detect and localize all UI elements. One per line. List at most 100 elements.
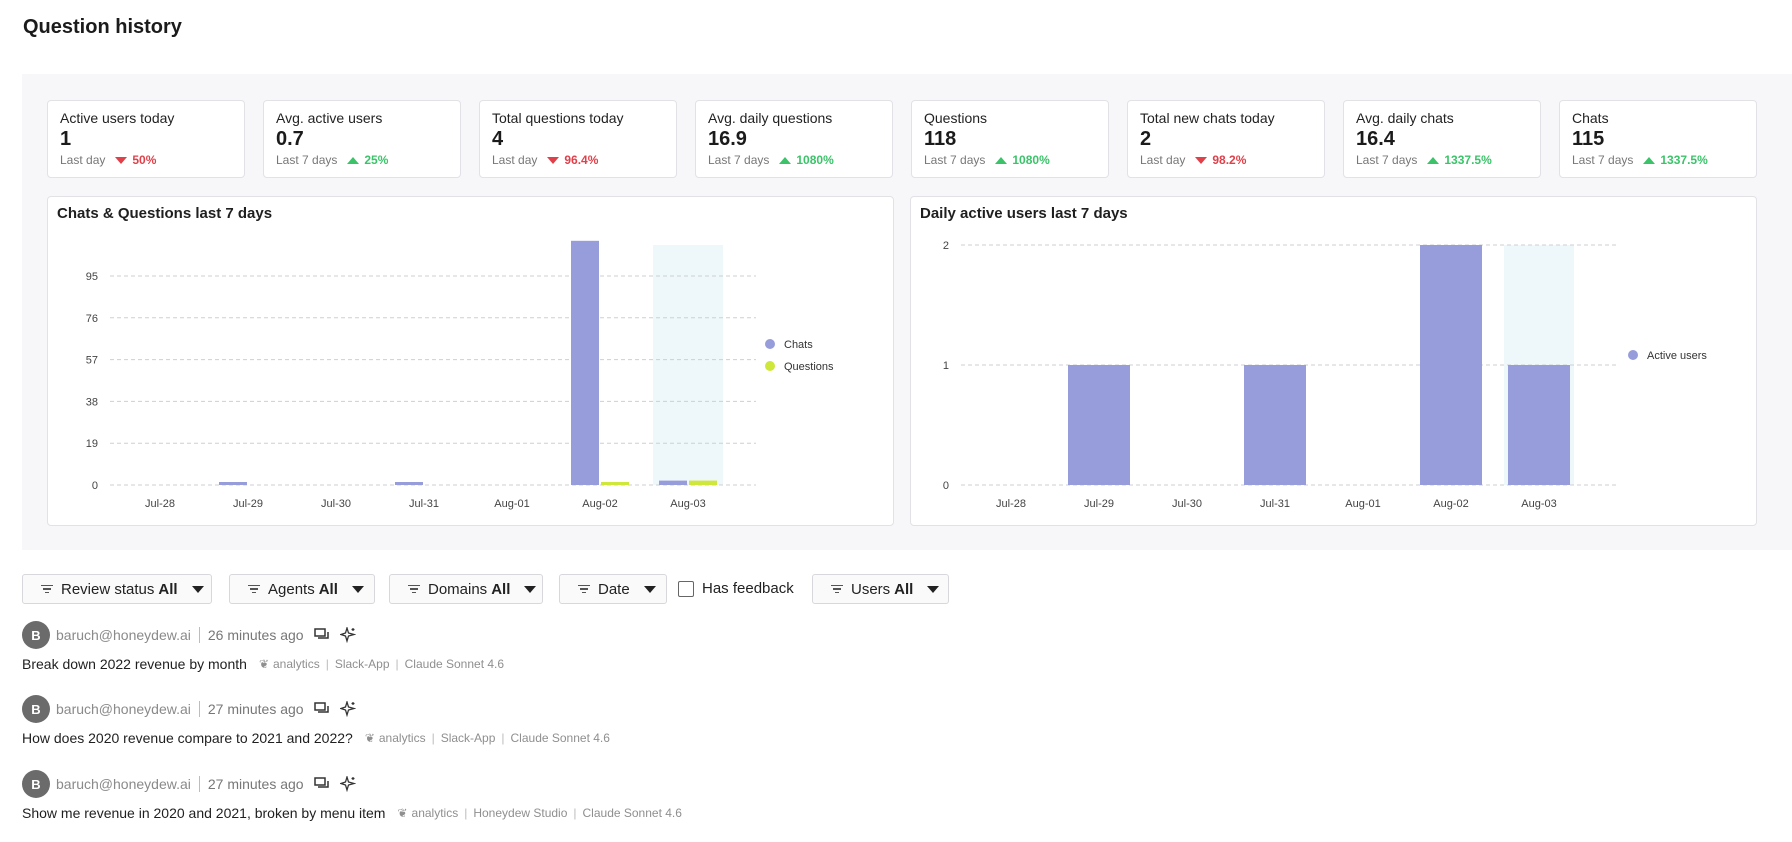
stat-title: Avg. active users xyxy=(276,110,383,126)
y-tick-label: 95 xyxy=(86,271,98,283)
bar-chats xyxy=(659,480,687,485)
date-filter[interactable]: Date xyxy=(559,574,667,604)
chevron-down-icon xyxy=(927,585,940,593)
stat-value: 1 xyxy=(60,128,72,150)
stat-period: Last 7 days xyxy=(1572,153,1634,167)
leaf-icon: ❦ xyxy=(258,657,269,671)
stat-card-total-questions-today: Total questions today 4 Last day 96.4% xyxy=(479,100,677,178)
stat-value: 118 xyxy=(924,128,957,150)
y-tick-label: 0 xyxy=(92,480,98,492)
trend-up-icon xyxy=(995,156,1008,164)
highlight-band xyxy=(653,245,723,485)
trend-up-icon xyxy=(347,156,360,164)
x-tick-label: Aug-01 xyxy=(1345,498,1380,510)
legend-label: Chats xyxy=(784,339,813,351)
stat-delta: 1080% xyxy=(796,153,834,167)
question-source: Honeydew Studio xyxy=(473,806,568,820)
domains-filter[interactable]: Domains All xyxy=(389,574,543,604)
daily-active-users-chart: 0 1 2 Jul-28 Jul-29 Jul-30 Jul-31 Aug-01 Aug-02 A… xyxy=(910,196,1757,526)
x-tick-label: Jul-31 xyxy=(409,498,439,510)
trend-up-icon xyxy=(779,156,792,164)
sparkle-icon[interactable] xyxy=(339,701,356,717)
question-text: Break down 2022 revenue by month xyxy=(22,656,247,672)
stat-period: Last day xyxy=(1140,153,1186,167)
trend-down-icon xyxy=(1195,156,1208,164)
chat-icon[interactable] xyxy=(313,702,330,716)
has-feedback-checkbox[interactable]: Has feedback xyxy=(678,580,794,597)
chart-title: Chats & Questions last 7 days xyxy=(57,205,273,222)
stat-period: Last 7 days xyxy=(924,153,986,167)
sparkle-icon[interactable] xyxy=(339,627,356,643)
y-tick-label: 2 xyxy=(943,240,949,252)
y-tick-label: 57 xyxy=(86,355,98,367)
question-model: Claude Sonnet 4.6 xyxy=(404,657,505,671)
stat-title: Chats xyxy=(1572,110,1609,126)
stat-delta: 1080% xyxy=(1012,153,1050,167)
question-item[interactable]: B baruch@honeydew.ai 27 minutes ago How … xyxy=(22,695,922,746)
question-time: 27 minutes ago xyxy=(207,776,304,792)
filter-icon xyxy=(248,583,260,596)
page-title: Question history xyxy=(23,16,182,38)
stat-card-questions: Questions 118 Last 7 days 1080% xyxy=(911,100,1109,178)
x-tick-label: Aug-03 xyxy=(670,498,705,510)
x-tick-label: Jul-29 xyxy=(233,498,263,510)
question-text: Show me revenue in 2020 and 2021, broken… xyxy=(22,805,386,821)
checkbox-label: Has feedback xyxy=(702,580,794,597)
chat-icon[interactable] xyxy=(313,628,330,642)
bar-active-users xyxy=(1068,365,1130,485)
question-text: How does 2020 revenue compare to 2021 an… xyxy=(22,730,353,746)
question-source: Slack-App xyxy=(440,731,496,745)
avatar: B xyxy=(22,770,50,798)
question-domain: analytics xyxy=(411,806,459,820)
bar-chats xyxy=(219,482,247,485)
filter-label: Users xyxy=(851,580,891,598)
question-time: 26 minutes ago xyxy=(207,627,304,643)
question-item[interactable]: B baruch@honeydew.ai 26 minutes ago Brea… xyxy=(22,621,922,672)
question-item[interactable]: B baruch@honeydew.ai 27 minutes ago Show… xyxy=(22,770,922,821)
x-tick-label: Aug-03 xyxy=(1521,498,1556,510)
y-tick-label: 1 xyxy=(943,360,949,372)
x-tick-label: Aug-02 xyxy=(1433,498,1468,510)
y-tick-label: 76 xyxy=(86,313,98,325)
x-tick-label: Jul-28 xyxy=(996,498,1026,510)
filter-label: Date xyxy=(598,580,630,598)
stat-title: Questions xyxy=(924,110,988,126)
chats-questions-chart: 0 19 38 57 76 95 Jul-28 Jul-29 Jul-30 Jul-31 Aug-0… xyxy=(47,196,894,526)
filter-label: Domains xyxy=(428,580,488,598)
divider xyxy=(198,701,200,717)
filter-label: Agents xyxy=(268,580,315,598)
stat-title: Avg. daily questions xyxy=(708,110,833,126)
question-user: baruch@honeydew.ai xyxy=(56,627,191,643)
chat-icon[interactable] xyxy=(313,777,330,791)
chevron-down-icon xyxy=(643,585,656,593)
y-tick-label: 19 xyxy=(86,438,98,450)
legend-label: Questions xyxy=(784,361,834,373)
divider xyxy=(198,776,200,792)
stat-value: 115 xyxy=(1572,128,1605,150)
stat-value: 2 xyxy=(1140,128,1152,150)
agents-filter[interactable]: Agents All xyxy=(229,574,375,604)
legend-marker xyxy=(1628,350,1638,360)
sparkle-icon[interactable] xyxy=(339,776,356,792)
stat-period: Last 7 days xyxy=(708,153,770,167)
question-user: baruch@honeydew.ai xyxy=(56,776,191,792)
question-domain: analytics xyxy=(273,657,320,671)
stat-period: Last day xyxy=(60,153,106,167)
stat-delta: 50% xyxy=(132,153,157,167)
y-tick-label: 38 xyxy=(86,396,98,408)
users-filter[interactable]: Users All xyxy=(812,574,949,604)
trend-down-icon xyxy=(547,156,560,164)
question-model: Claude Sonnet 4.6 xyxy=(510,731,610,745)
chevron-down-icon xyxy=(524,585,537,593)
stat-value: 16.9 xyxy=(708,128,747,150)
question-user: baruch@honeydew.ai xyxy=(56,701,191,717)
leaf-icon: ❦ xyxy=(397,806,408,820)
review-status-filter[interactable]: Review status All xyxy=(22,574,212,604)
question-model: Claude Sonnet 4.6 xyxy=(582,806,682,820)
stat-period: Last 7 days xyxy=(1356,153,1418,167)
checkbox-box[interactable] xyxy=(678,580,694,597)
x-tick-label: Jul-30 xyxy=(1172,498,1202,510)
legend-marker xyxy=(765,361,775,371)
question-source: Slack-App xyxy=(334,657,390,671)
legend-marker xyxy=(765,339,775,349)
